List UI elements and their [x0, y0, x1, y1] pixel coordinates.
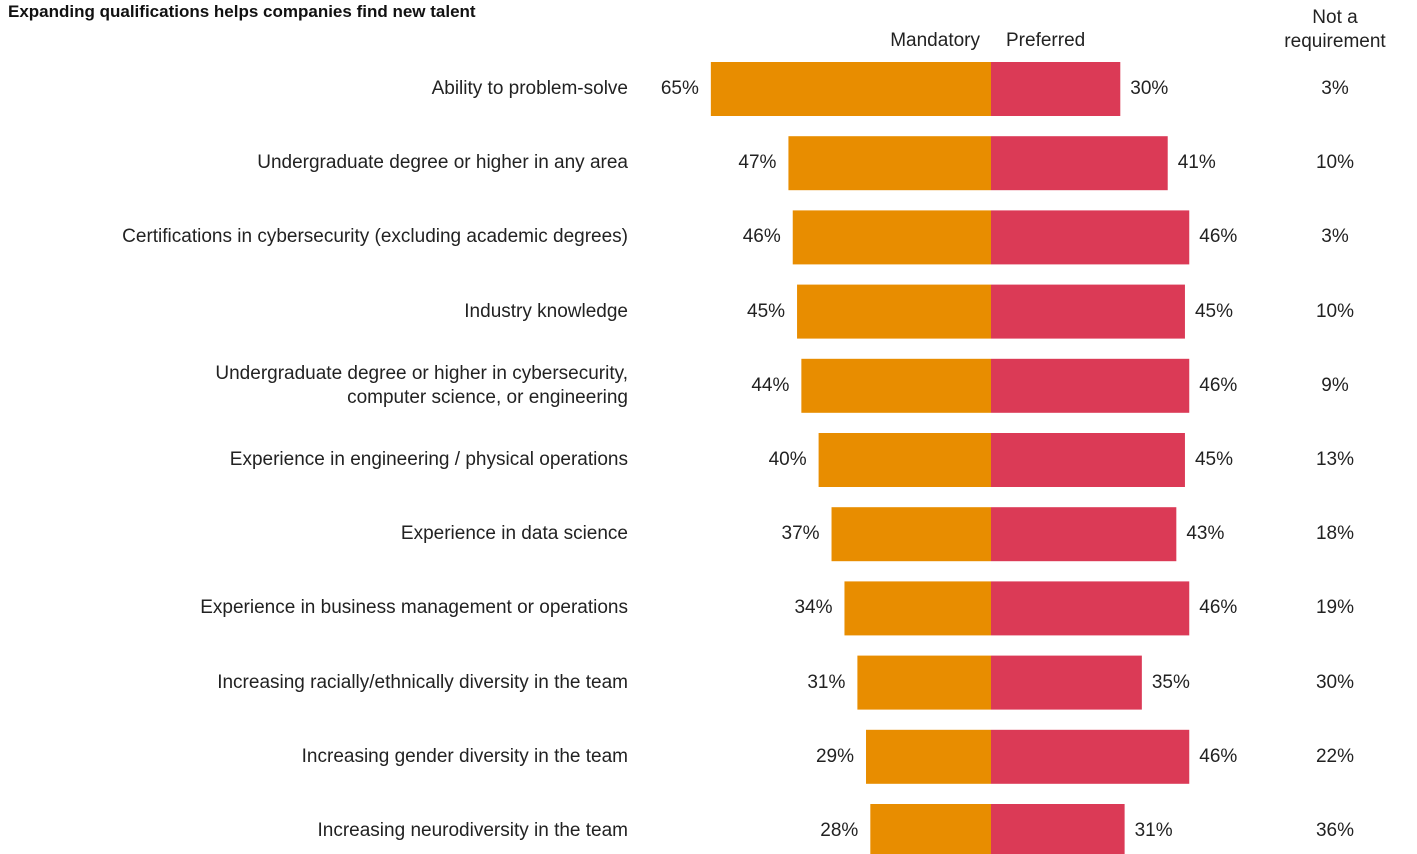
data-label: 43%: [1186, 523, 1225, 545]
bar: [991, 507, 1177, 562]
bar: [991, 136, 1168, 191]
data-label: 3%: [1321, 78, 1349, 99]
legend-label: Not a requirement: [1284, 7, 1386, 52]
data-label: 30%: [1130, 78, 1169, 99]
data-label: 46%: [1199, 597, 1238, 619]
bar: [844, 581, 991, 636]
data-label: 41%: [1177, 152, 1216, 174]
data-label: 13%: [1315, 449, 1355, 470]
bar: [831, 507, 991, 562]
data-label: 10%: [1315, 152, 1355, 174]
data-label: 9%: [1321, 374, 1349, 396]
bar: [991, 804, 1125, 854]
category-label: Industry knowledge: [464, 300, 628, 322]
bar: [788, 136, 991, 191]
bar: [801, 358, 991, 413]
bar: [792, 210, 991, 265]
data-label: 18%: [1315, 523, 1355, 545]
data-label: 45%: [1194, 300, 1233, 322]
data-label: 35%: [1151, 671, 1190, 693]
data-label: 34%: [794, 597, 833, 619]
data-label: 36%: [1315, 820, 1355, 841]
category-label: Increasing neurodiversity in the team: [317, 820, 629, 841]
legend-label: Preferred: [1006, 30, 1086, 51]
data-label: 37%: [781, 523, 820, 545]
category-label: Experience in business management or ope…: [200, 597, 628, 619]
data-label: 22%: [1315, 745, 1355, 767]
data-label: 40%: [768, 449, 807, 470]
data-label: 47%: [738, 152, 777, 174]
data-label: 46%: [1199, 226, 1238, 248]
bar: [991, 433, 1185, 487]
data-label: 46%: [1199, 745, 1238, 767]
category-label: Experience in data science: [400, 523, 628, 545]
bar: [818, 433, 991, 487]
bar: [991, 581, 1190, 636]
category-label: Undergraduate degree or higher in cybers…: [215, 362, 628, 408]
data-label: 28%: [820, 820, 859, 841]
category-label: Increasing gender diversity in the team: [301, 745, 628, 767]
bar: [991, 655, 1142, 710]
data-label: 30%: [1315, 671, 1355, 693]
data-label: 44%: [751, 374, 790, 396]
data-label: 10%: [1315, 300, 1355, 322]
category-label: Ability to problem-solve: [431, 78, 628, 99]
bar: [991, 729, 1190, 784]
data-label: 19%: [1315, 597, 1355, 619]
category-label: Increasing racially/ethnically diversity…: [217, 671, 628, 693]
data-label: 46%: [742, 226, 781, 248]
chart-title: Expanding qualifications helps companies…: [8, 2, 476, 21]
bar: [991, 358, 1190, 413]
data-label: 45%: [1194, 449, 1233, 470]
bar: [797, 284, 991, 339]
data-label: 31%: [1134, 820, 1173, 841]
bar: [991, 210, 1190, 265]
data-label: 3%: [1321, 226, 1349, 248]
category-label: Certifications in cybersecurity (excludi…: [122, 226, 628, 248]
legend-label: Mandatory: [890, 30, 980, 51]
category-label: Experience in engineering / physical ope…: [229, 449, 628, 470]
bar: [866, 729, 991, 784]
bar: [991, 284, 1185, 339]
bar: [870, 804, 991, 854]
bar: [710, 62, 991, 116]
data-label: 29%: [815, 745, 855, 767]
bar: [857, 655, 991, 710]
data-label: 46%: [1199, 374, 1238, 396]
data-label: 45%: [747, 300, 786, 322]
data-label: 65%: [660, 78, 699, 99]
bar: [991, 62, 1121, 116]
category-label: Undergraduate degree or higher in any ar…: [257, 152, 628, 174]
data-label: 31%: [807, 671, 846, 693]
